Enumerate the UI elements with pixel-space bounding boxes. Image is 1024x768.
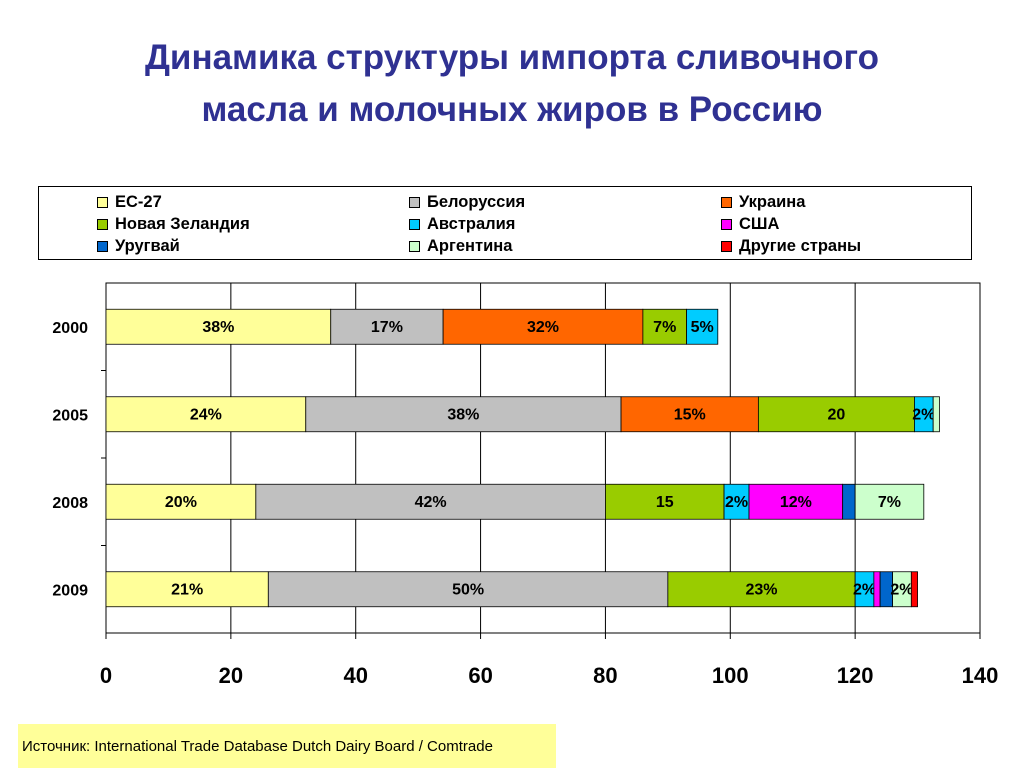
bar-segment xyxy=(105,483,257,520)
legend-label: Новая Зеландия xyxy=(115,214,250,233)
bar-segment xyxy=(873,571,881,608)
x-tick-label: 120 xyxy=(837,663,874,688)
x-tick-label: 60 xyxy=(468,663,492,688)
data-label: 2% xyxy=(725,494,748,511)
x-tick-label: 140 xyxy=(962,663,999,688)
bar-segment xyxy=(723,483,750,520)
legend-item: Австралия xyxy=(409,213,515,235)
category-label: 2000 xyxy=(52,320,88,337)
legend-item: Аргентина xyxy=(409,235,512,257)
bar-segment xyxy=(757,396,915,433)
legend-swatch xyxy=(409,196,420,208)
title-line-1: Динамика структуры импорта сливочного xyxy=(145,38,879,77)
slide-title: Динамика структуры импорта сливочного ма… xyxy=(40,32,984,136)
bar-segment xyxy=(854,483,925,520)
data-label: 23% xyxy=(745,581,777,598)
title-line-2: масла и молочных жиров в Россию xyxy=(201,90,823,129)
bar-segment xyxy=(932,396,940,433)
bar-segment xyxy=(255,483,606,520)
stacked-bar-chart: 0 20 40 60 80 100 120 140 2000 38% 17% 32% 7% 5% 2005 2… xyxy=(52,282,999,688)
legend-label: Белоруссия xyxy=(427,192,526,211)
legend-swatch xyxy=(97,218,108,230)
category-label: 2009 xyxy=(52,582,88,599)
legend-item: Новая Зеландия xyxy=(97,213,250,235)
legend-swatch xyxy=(409,218,420,230)
data-label: 12% xyxy=(780,494,812,511)
x-tick-label: 100 xyxy=(712,663,749,688)
bar-segment xyxy=(105,308,332,345)
legend-swatch xyxy=(409,240,420,252)
legend-label: США xyxy=(739,214,780,233)
legend-item: Другие страны xyxy=(721,235,861,257)
data-label: 50% xyxy=(452,581,484,598)
data-label: 38% xyxy=(202,319,234,336)
bar-segment xyxy=(667,571,856,608)
bar-segment xyxy=(442,308,644,345)
category-label: 2008 xyxy=(52,495,88,512)
data-label: 15% xyxy=(674,406,706,423)
legend-swatch xyxy=(721,240,732,252)
legend-swatch xyxy=(721,196,732,208)
legend-swatch xyxy=(97,240,108,252)
data-label: 7% xyxy=(878,494,901,511)
bar-segment xyxy=(105,396,307,433)
data-label: 2% xyxy=(890,581,913,598)
data-label: 2% xyxy=(912,406,935,423)
data-label: 7% xyxy=(653,319,676,336)
x-tick-label: 80 xyxy=(593,663,617,688)
category-label: 2005 xyxy=(52,407,88,424)
bar-segment xyxy=(842,483,856,520)
data-label: 32% xyxy=(527,319,559,336)
data-label: 24% xyxy=(190,406,222,423)
x-tick-label: 20 xyxy=(219,663,243,688)
bar-segment xyxy=(605,483,725,520)
legend-item: Белоруссия xyxy=(409,191,525,213)
data-label: 5% xyxy=(691,319,714,336)
legend-item: ЕС-27 xyxy=(97,191,162,213)
data-label: 15 xyxy=(656,494,674,511)
data-label: 38% xyxy=(447,406,479,423)
source-note: Источник: International Trade Database D… xyxy=(18,724,556,768)
bar-segment xyxy=(642,308,687,345)
legend-item: Украина xyxy=(721,191,805,213)
legend-item: Уругвай xyxy=(97,235,180,257)
bar-segment xyxy=(620,396,759,433)
data-label: 20% xyxy=(165,494,197,511)
bar-segment xyxy=(686,308,719,345)
bar-segment xyxy=(748,483,844,520)
data-label: 17% xyxy=(371,319,403,336)
legend-item: США xyxy=(721,213,779,235)
legend-label: ЕС-27 xyxy=(115,192,162,211)
chart-legend: ЕС-27 Белоруссия Украина Новая Зеландия Авст… xyxy=(38,186,972,260)
x-tick-label: 40 xyxy=(343,663,367,688)
legend-label: Аргентина xyxy=(427,236,513,255)
data-label: 20 xyxy=(828,406,846,423)
bar-segment xyxy=(330,308,444,345)
data-label: 2% xyxy=(853,581,876,598)
legend-label: Уругвай xyxy=(115,236,180,255)
data-label: 42% xyxy=(415,494,447,511)
legend-swatch xyxy=(97,196,108,208)
legend-swatch xyxy=(721,218,732,230)
legend-label: Другие страны xyxy=(739,236,862,255)
legend-label: Австралия xyxy=(427,214,516,233)
data-label: 21% xyxy=(171,581,203,598)
x-tick-label: 0 xyxy=(100,663,112,688)
bar-segment xyxy=(305,396,622,433)
legend-label: Украина xyxy=(739,192,806,211)
bar-segment xyxy=(910,571,918,608)
bar-segment xyxy=(105,571,269,608)
